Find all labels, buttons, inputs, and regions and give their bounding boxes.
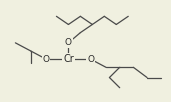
Text: O: O — [87, 55, 94, 64]
Text: O: O — [65, 38, 72, 47]
Text: Cr: Cr — [63, 54, 74, 64]
Text: O: O — [43, 55, 50, 64]
